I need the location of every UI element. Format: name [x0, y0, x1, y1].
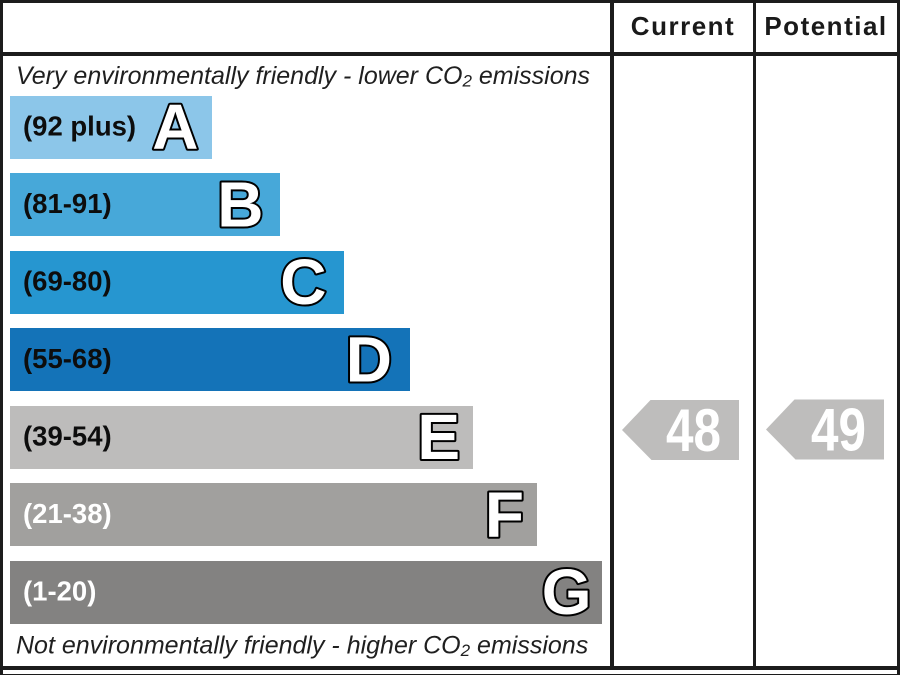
svg-text:48: 48 — [666, 397, 721, 464]
svg-text:E: E — [417, 401, 460, 473]
svg-text:Very environmentally friendly: Very environmentally friendly - lower CO… — [16, 62, 590, 91]
svg-text:(39-54): (39-54) — [23, 421, 112, 452]
svg-text:(1-20): (1-20) — [23, 576, 96, 607]
svg-text:(21-38): (21-38) — [23, 498, 112, 529]
svg-text:(92 plus): (92 plus) — [23, 111, 136, 142]
svg-text:49: 49 — [811, 397, 866, 464]
svg-text:(69-80): (69-80) — [23, 266, 112, 297]
svg-text:C: C — [280, 246, 326, 318]
svg-text:D: D — [346, 324, 392, 396]
svg-text:A: A — [152, 91, 198, 163]
svg-text:F: F — [485, 479, 524, 551]
svg-text:Potential: Potential — [764, 11, 887, 41]
svg-text:(81-91): (81-91) — [23, 188, 112, 219]
svg-text:B: B — [217, 169, 263, 241]
svg-text:(55-68): (55-68) — [23, 343, 112, 374]
svg-text:Not environmentally friendly -: Not environmentally friendly - higher CO… — [16, 632, 588, 661]
svg-text:G: G — [542, 556, 592, 628]
svg-text:Current: Current — [631, 11, 735, 41]
